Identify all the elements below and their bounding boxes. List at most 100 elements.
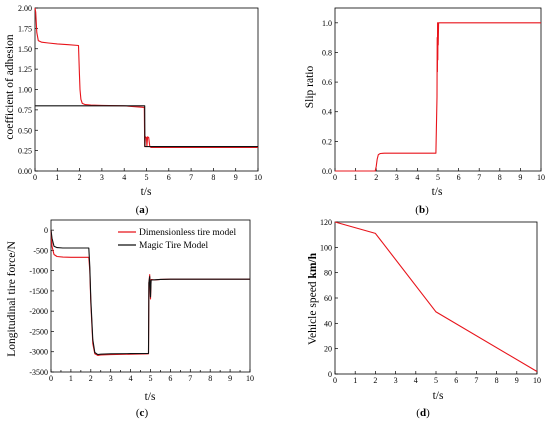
y-tick-label-d: 100 [320,243,332,252]
panel-label-b-letter: b [419,204,425,216]
y-tick-label-b: 0.6 [322,78,332,87]
x-tick-label-c: 5 [149,374,153,383]
x-tick-label-b: 1 [354,173,358,182]
x-tick-label-d: 10 [533,376,541,385]
y-tick-label-b: 1.0 [322,19,332,28]
series-line-c-1 [50,230,250,356]
y-tick-label-d: 120 [320,218,332,227]
y-tick-label-c: -1000 [29,267,48,276]
x-tick-label-d: 7 [474,376,478,385]
chart-panel-c: Longitudinal tire force/N t/s (c) Dimens… [6,228,236,419]
x-axis-label-b: t/s [432,186,443,198]
y-tick-label-b: 0.8 [322,48,332,57]
panel-label-c: (c) [136,407,149,419]
x-tick-label-b: 7 [477,173,481,182]
y-tick-label-d: 80 [324,269,332,278]
y-tick-label-a: 1.50 [18,45,32,54]
y-axis-label-a: coefficient of adhesion [4,34,16,139]
ylabel-b-group: Slip ratio [304,66,316,109]
x-tick-label-b: 2 [374,173,378,182]
panel-label-a-letter: a [139,204,145,216]
panel-label-a-close: ) [145,204,149,216]
y-tick-label-b: 0.0 [322,167,332,176]
y-tick-label-b: 0.2 [322,137,332,146]
legend-label-c-0: Dimensionless tire model [139,228,236,238]
panel-label-c-letter: c [140,407,145,419]
x-tick-label-d: 3 [394,376,398,385]
x-tick-label-a: 3 [100,173,104,182]
panel-label-a-open: ( [136,204,140,216]
y-tick-label-a: 1.25 [18,65,32,74]
y-tick-label-c: -1500 [29,287,48,296]
x-tick-label-c: 2 [89,374,93,383]
plot-a: 0 1 2 3 4 5 6 7 8 9 10 0.00 0.25 0.50 0.75 1.00 1.25 1.50… [18,4,262,182]
plot-frame-d [334,221,538,375]
x-tick-label-a: 9 [234,173,238,182]
y-tick-label-c: -2500 [29,327,48,336]
chart-panel-b: Slip ratio t/s (b) [304,66,443,216]
panel-label-c-close: ) [144,407,148,419]
x-tick-label-b: 10 [537,173,545,182]
x-tick-label-b: 9 [518,173,522,182]
x-tick-label-a: 8 [211,173,215,182]
y-axis-label-d-unit: km/h [307,252,319,278]
y-tick-label-c: -3000 [29,348,48,357]
y-tick-label-b: 0.4 [322,108,332,117]
x-tick-label-c: 7 [188,374,192,383]
x-tick-label-b: 6 [457,173,461,182]
x-tick-label-b: 5 [436,173,440,182]
x-tick-label-b: 8 [498,173,502,182]
legend-c: Dimensionless tire model Magic Tire Mode… [118,228,236,251]
panel-label-b-close: ) [425,204,429,216]
y-tick-label-d: 0 [328,370,332,379]
series-line-d-0 [334,221,538,372]
x-tick-label-d: 2 [373,376,377,385]
x-tick-label-a: 4 [122,173,126,182]
plot-c: 0 1 2 3 4 5 6 7 8 9 10 0 -500 -1000 -1500 -2000 -2500 -30… [29,219,254,383]
y-axis-label-d: Vehicle speed km/h [307,252,319,345]
y-tick-label-a: 0.75 [18,106,32,115]
x-tick-label-c: 1 [69,374,73,383]
x-tick-label-a: 0 [33,173,37,182]
y-tick-label-a: 1.00 [18,86,32,95]
ylabel-d-group: Vehicle speed km/h [307,252,319,345]
y-tick-label-a: 2.00 [18,4,32,13]
panel-label-d: (d) [416,407,430,419]
x-tick-label-c: 9 [228,374,232,383]
y-tick-label-c: 0 [44,226,48,235]
x-tick-label-d: 6 [454,376,458,385]
x-tick-label-d: 1 [353,376,357,385]
ylabel-c-group: Longitudinal tire force/N [6,241,18,357]
x-tick-label-b: 3 [395,173,399,182]
series-line-a-1 [35,105,258,148]
y-tick-label-d: 60 [324,294,332,303]
y-axis-label-b: Slip ratio [304,66,316,109]
panel-label-d-open: ( [416,407,420,419]
y-axis-label-d-text: Vehicle speed [307,279,319,345]
x-tick-label-d: 4 [414,376,418,385]
x-tick-label-d: 8 [495,376,499,385]
x-tick-label-d: 0 [333,376,337,385]
x-tick-label-a: 1 [55,173,59,182]
x-tick-label-b: 4 [415,173,419,182]
x-tick-label-a: 2 [78,173,82,182]
y-tick-label-a: 1.75 [18,24,32,33]
x-tick-label-c: 6 [168,374,172,383]
panel-label-d-close: ) [426,407,430,419]
y-tick-label-a: 0.00 [18,167,32,176]
y-tick-label-d: 20 [324,345,332,354]
x-tick-label-d: 9 [515,376,519,385]
legend-label-c-1: Magic Tire Model [139,241,209,251]
y-tick-label-c: -3500 [29,368,48,377]
x-tick-label-a: 6 [167,173,171,182]
x-tick-label-c: 4 [129,374,133,383]
x-tick-label-a: 5 [145,173,149,182]
x-axis-label-c: t/s [145,391,156,403]
panel-label-c-open: ( [136,407,140,419]
chart-panel-d: Vehicle speed km/h t/s (d) [307,252,444,419]
y-tick-label-a: 0.50 [18,126,32,135]
y-axis-label-c: Longitudinal tire force/N [6,241,18,357]
x-axis-label-d: t/s [433,390,444,402]
x-tick-label-c: 0 [49,374,53,383]
